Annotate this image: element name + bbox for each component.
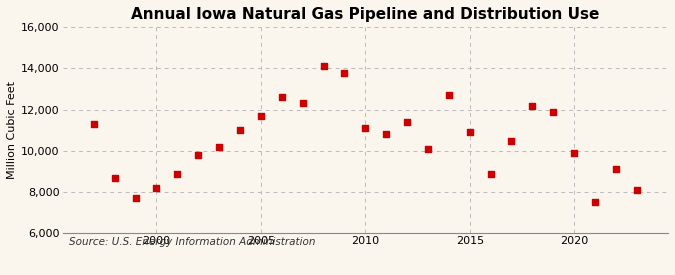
Point: [569, 151, 580, 155]
Title: Annual Iowa Natural Gas Pipeline and Distribution Use: Annual Iowa Natural Gas Pipeline and Dis…: [131, 7, 599, 22]
Point: [631, 188, 642, 192]
Point: [423, 147, 433, 151]
Point: [109, 175, 120, 180]
Point: [339, 70, 350, 75]
Point: [485, 171, 496, 176]
Point: [88, 122, 99, 126]
Point: [402, 120, 412, 124]
Point: [589, 200, 600, 205]
Point: [255, 114, 266, 118]
Point: [172, 171, 183, 176]
Point: [360, 126, 371, 130]
Point: [443, 93, 454, 97]
Point: [235, 128, 246, 133]
Point: [464, 130, 475, 134]
Point: [193, 153, 204, 157]
Point: [297, 101, 308, 106]
Y-axis label: Million Cubic Feet: Million Cubic Feet: [7, 81, 17, 179]
Point: [527, 103, 538, 108]
Point: [214, 145, 225, 149]
Point: [381, 132, 392, 137]
Point: [610, 167, 621, 172]
Point: [548, 109, 559, 114]
Point: [151, 186, 162, 190]
Point: [506, 138, 517, 143]
Point: [276, 95, 287, 100]
Text: Source: U.S. Energy Information Administration: Source: U.S. Energy Information Administ…: [69, 237, 315, 248]
Point: [318, 64, 329, 69]
Point: [130, 196, 141, 200]
